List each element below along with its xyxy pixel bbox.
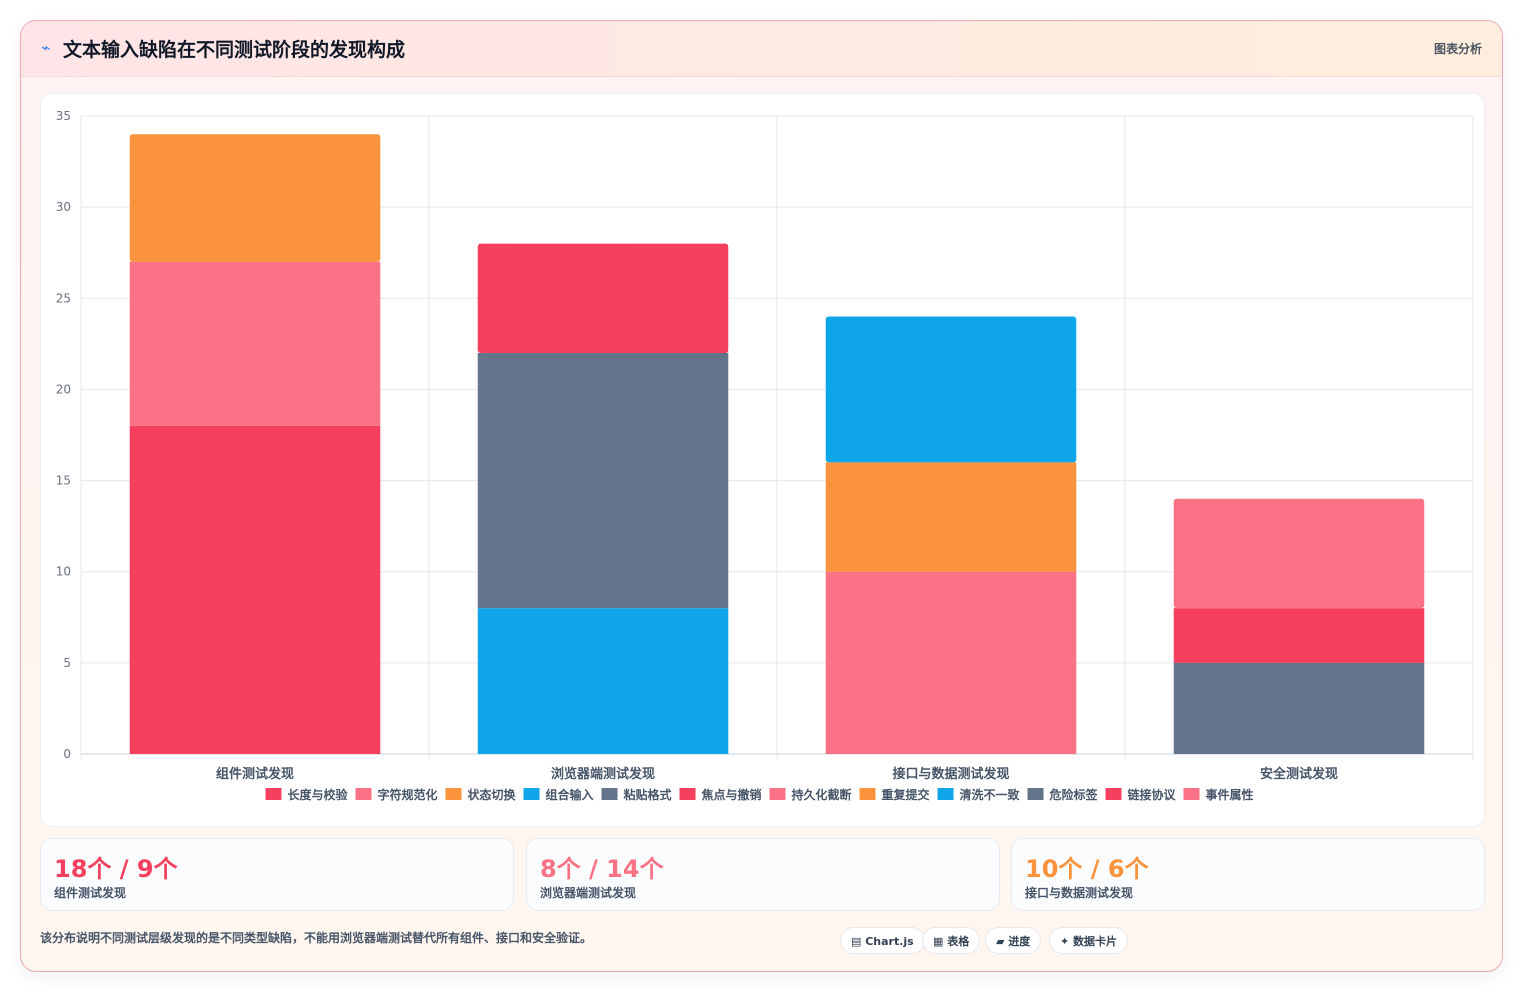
legend-label: 焦点与撤销 bbox=[701, 787, 762, 802]
bar-segment bbox=[825, 462, 1077, 572]
stat-label: 接口与数据测试发现 bbox=[1025, 886, 1134, 900]
bar-segment bbox=[1173, 608, 1425, 663]
bar-segment bbox=[1173, 662, 1425, 754]
stat-card-2: 8个 / 14个 浏览器端测试发现 bbox=[526, 838, 1000, 911]
y-tick-label: 10 bbox=[56, 565, 71, 579]
x-tick-label: 组件测试发现 bbox=[216, 766, 294, 782]
chart-panel: 0 5 10 15 20 25 30 35 组件测试发现 浏览器端测试发现 接口与数据测试发现 安全测… bbox=[40, 93, 1485, 827]
legend-swatch bbox=[1183, 788, 1200, 800]
footer-note: 该分布说明不同测试层级发现的是不同类型缺陷，不能用浏览器端测试替代所有组件、接口… bbox=[40, 931, 593, 945]
chip-progress[interactable]: ▰ 进度 bbox=[985, 927, 1042, 954]
legend-swatch bbox=[937, 788, 954, 800]
legend-label: 清洗不一致 bbox=[960, 787, 1021, 802]
legend-label: 状态切换 bbox=[468, 787, 517, 802]
stat-card-3: 10个 / 6个 接口与数据测试发现 bbox=[1011, 838, 1485, 911]
card-header: ⌁ 文本输入缺陷在不同测试阶段的发现构成 图表分析 bbox=[21, 21, 1502, 77]
chip-table[interactable]: ▦ 表格 bbox=[922, 927, 981, 954]
stat-value: 8个 / 14个 bbox=[540, 855, 664, 883]
header-tag: 图表分析 bbox=[1433, 42, 1482, 56]
legend-label: 链接协议 bbox=[1128, 787, 1177, 802]
legend-label: 粘贴格式 bbox=[624, 787, 672, 802]
stat-value: 10个 / 6个 bbox=[1025, 855, 1149, 883]
legend-label: 字符规范化 bbox=[378, 787, 438, 802]
legend-swatch bbox=[679, 788, 696, 800]
stat-label: 组件测试发现 bbox=[54, 886, 127, 900]
chip-chartjs[interactable]: ▤ Chart.js bbox=[840, 927, 925, 954]
bar-segment bbox=[477, 243, 729, 353]
x-tick-label: 接口与数据测试发现 bbox=[892, 766, 1009, 782]
y-tick-label: 25 bbox=[56, 291, 71, 305]
chip-data-card[interactable]: ✦ 数据卡片 bbox=[1049, 927, 1129, 954]
legend-label: 组合输入 bbox=[546, 787, 594, 802]
y-tick-label: 35 bbox=[56, 109, 71, 123]
bar-segment bbox=[1173, 498, 1425, 609]
stat-value: 18个 / 9个 bbox=[54, 855, 178, 883]
stacked-bar-chart: 0 5 10 15 20 25 30 35 组件测试发现 浏览器端测试发现 接口与数据测试发现 安全测… bbox=[56, 109, 1474, 802]
legend-label: 事件属性 bbox=[1206, 787, 1254, 802]
legend-swatch bbox=[1105, 788, 1122, 800]
y-tick-label: 5 bbox=[63, 656, 71, 670]
legend-label: 重复提交 bbox=[882, 787, 930, 802]
y-tick-label: 20 bbox=[56, 382, 71, 396]
stat-label: 浏览器端测试发现 bbox=[540, 886, 637, 900]
chart-title: 文本输入缺陷在不同测试阶段的发现构成 bbox=[63, 39, 406, 61]
bar-segment bbox=[129, 261, 381, 426]
x-tick-label: 安全测试发现 bbox=[1260, 766, 1338, 782]
legend-swatch bbox=[523, 788, 540, 800]
legend-label: 持久化截断 bbox=[792, 787, 852, 802]
x-tick-label: 浏览器端测试发现 bbox=[551, 766, 655, 782]
bar-segment bbox=[129, 134, 381, 262]
legend-swatch bbox=[355, 788, 372, 800]
bar-segment bbox=[129, 425, 381, 754]
pulse-icon: ⌁ bbox=[41, 38, 51, 57]
legend-swatch bbox=[445, 788, 462, 800]
legend-label: 长度与校验 bbox=[288, 787, 349, 802]
stat-card-1: 18个 / 9个 组件测试发现 bbox=[40, 838, 514, 911]
legend-swatch bbox=[1027, 788, 1044, 800]
legend-swatch bbox=[601, 788, 618, 800]
legend-label: 危险标签 bbox=[1049, 787, 1099, 802]
legend-swatch bbox=[859, 788, 876, 800]
bar-segment bbox=[825, 571, 1077, 754]
y-tick-label: 0 bbox=[63, 747, 71, 761]
bar-segment bbox=[825, 316, 1077, 463]
y-tick-label: 15 bbox=[56, 474, 71, 488]
legend-swatch bbox=[769, 788, 786, 800]
legend-swatch bbox=[265, 788, 282, 800]
chart-card: ⌁ 文本输入缺陷在不同测试阶段的发现构成 图表分析 0 5 10 15 20 25 30 35… bbox=[20, 20, 1503, 972]
bar-segment bbox=[477, 608, 729, 754]
y-tick-label: 30 bbox=[56, 200, 71, 214]
bar-segment bbox=[477, 352, 729, 609]
